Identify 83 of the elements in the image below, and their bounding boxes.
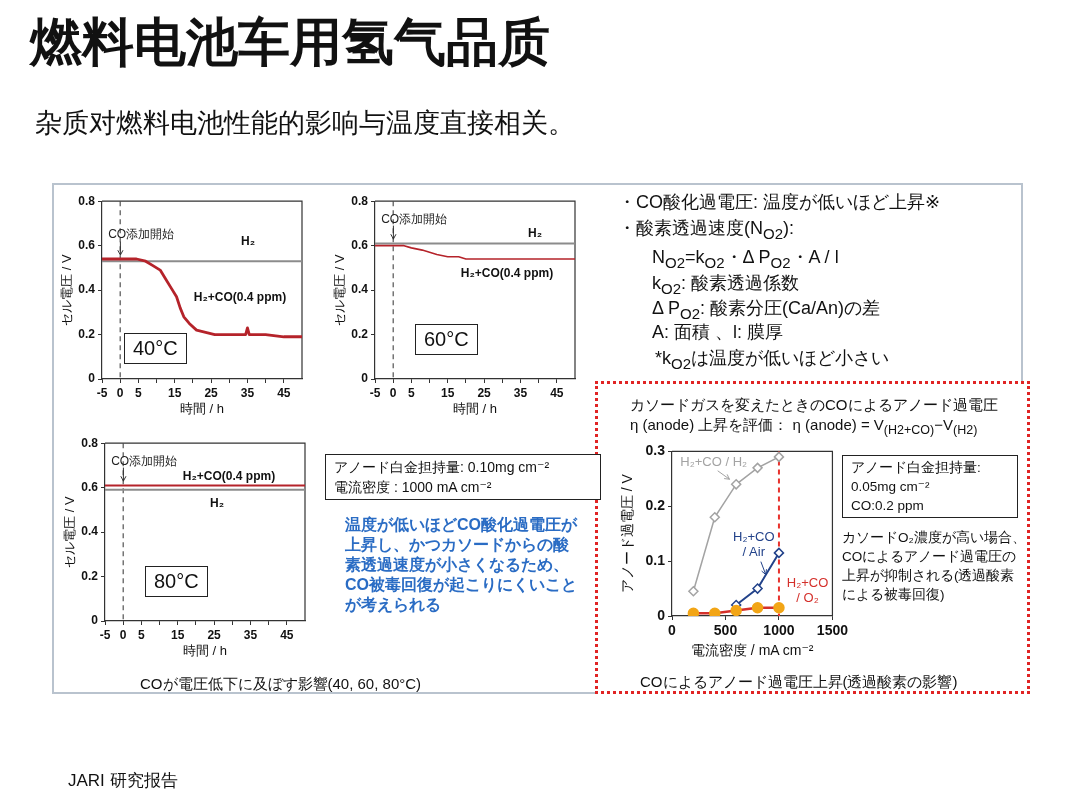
y-tick-label: 0.2 [645,497,666,514]
x-tick-label: 35 [243,627,258,642]
y-tick-label: 0.2 [351,326,369,341]
x-tick-label: 0 [389,385,397,400]
text: ・酸素透過速度(N$_{O2}$): [618,217,795,244]
text: COによるアノード過電圧上昇(透過酸素の影響) [640,672,958,691]
x-tick-label: 15 [168,385,182,400]
x-tick-label: 1500 [816,622,849,639]
series-label: H₂ [241,234,255,249]
x-tick-label: 35 [240,385,255,400]
x-tick-label: 1000 [763,622,795,639]
series-label: H₂+CO / O₂ [786,574,829,605]
text: N$_{O2}$=k$_{O2}$・Δ P$_{O2}$・A / l [652,246,839,273]
x-axis-title: 時間 / h [182,642,228,658]
y-tick-label: 0.2 [81,568,99,583]
x-tick-label: 25 [207,627,222,642]
series-label: H₂+CO(0.4 ppm) [182,469,276,484]
y-tick-label: 0 [361,371,369,386]
y-tick-label: 0 [88,371,96,386]
y-tick-label: 0.6 [351,237,369,252]
text: Δ P$_{O2}$: 酸素分圧(Ca/An)の差 [652,298,881,322]
series-label: H₂+CO / H₂ [680,453,748,469]
ref-line-label: CO添加開始 [111,453,178,468]
y-tick-label: 0.8 [78,193,96,208]
x-tick-label: 15 [441,385,455,400]
x-axis-title: 電流密度 / mA cm⁻² [690,642,814,659]
text: k$_{O2}$: 酸素透過係数 [652,272,800,299]
x-tick-label: 45 [280,627,294,642]
x-tick-label: 5 [135,385,143,400]
text: COが電圧低下に及ぼす影響(40, 60, 80°C) [140,674,422,693]
x-tick-label: 5 [408,385,416,400]
y-tick-label: 0 [657,606,666,623]
x-tick-label: 45 [277,385,291,400]
x-tick-label: 25 [204,385,219,400]
x-tick-label: 45 [550,385,564,400]
x-tick-label: 0 [668,622,677,639]
text: 温度が低いほどCO酸化過電圧が上昇し、かつカソードからの酸素透過速度が小さくなるため、CO被毒回復が起こりにくいことが考えられる [345,515,577,615]
annotation: 60°C [415,323,478,355]
text: ・CO酸化過電圧: 温度が低いほど上昇※ [618,191,941,214]
text: アノード白金担持量: 0.10mg cm⁻² 電流密度 : 1000 mA cm⁻² [325,454,601,500]
y-tick-label: 0.6 [81,479,99,494]
x-axis-title: 時間 / h [179,400,225,416]
text: 杂质对燃料电池性能的影响与温度直接相关。 [35,107,575,140]
annotation: 80°C [145,565,208,597]
x-tick-label: -5 [369,385,381,400]
series-label: H₂+CO(0.4 ppm) [193,289,287,304]
series-label: H₂ [210,495,224,510]
chart-title: カソードガスを変えたときのCOによるアノード過電圧 η (anode) 上昇を評価： η (anode) = V$_{(H2+CO)}$−V$_{(H2)}$ [630,395,999,439]
x-tick-label: 0 [119,627,127,642]
y-tick-label: 0.4 [351,282,369,297]
annotation: 40°C [124,332,187,364]
y-axis-title: セル電圧 / V [332,254,348,326]
ref-line-label: CO添加開始 [108,227,175,242]
text: アノード白金担持量: 0.05mg cm⁻² CO:0.2 ppm [842,455,1018,518]
series-label: H₂+CO / Air [733,528,775,559]
ref-line-label: CO添加開始 [381,211,448,226]
y-tick-label: 0.3 [645,442,666,459]
y-tick-label: 0.2 [78,326,96,341]
x-tick-label: 500 [713,622,738,639]
series-label: H₂ [528,225,542,240]
x-tick-label: -5 [99,627,111,642]
y-tick-label: 0.6 [78,237,96,252]
x-axis-title: 時間 / h [452,400,498,416]
y-axis-title: セル電圧 / V [62,496,78,568]
y-axis-title: セル電圧 / V [59,254,75,326]
x-tick-label: 15 [171,627,185,642]
text: カソードO₂濃度が高い場合、COによるアノード過電圧の上昇が抑制される(透過酸素による被毒回復) [842,529,1027,604]
text: *k$_{O2}$は温度が低いほど小さい [655,347,890,374]
y-tick-label: 0.4 [78,282,96,297]
series-label: H₂+CO(0.4 ppm) [460,266,554,281]
y-tick-label: 0.8 [81,435,99,450]
y-axis-title: アノード過電圧 / V [619,473,636,594]
x-tick-label: 0 [116,385,124,400]
x-tick-label: -5 [96,385,108,400]
text: JARI 研究报告 [68,770,178,791]
x-tick-label: 5 [138,627,146,642]
text: A: 面積 、l: 膜厚 [652,321,784,344]
text: 燃料电池车用氢气品质 [30,12,550,73]
x-tick-label: 25 [477,385,492,400]
y-tick-label: 0.1 [645,551,666,568]
y-tick-label: 0.8 [351,193,369,208]
y-tick-label: 0.4 [81,524,99,539]
x-tick-label: 35 [513,385,528,400]
